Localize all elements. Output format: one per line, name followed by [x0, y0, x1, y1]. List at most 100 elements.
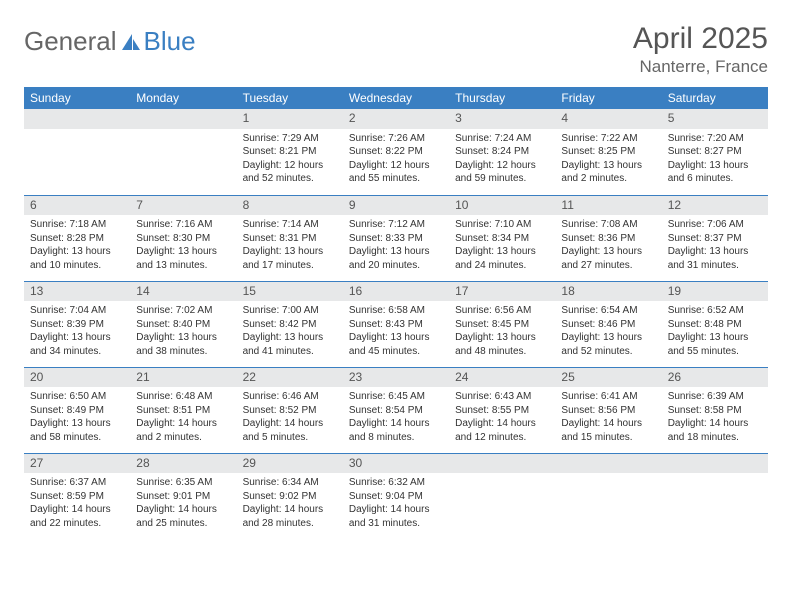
day-number: 21: [130, 368, 236, 388]
calendar-day-cell: 24Sunrise: 6:43 AMSunset: 8:55 PMDayligh…: [449, 367, 555, 453]
calendar-day-cell: 14Sunrise: 7:02 AMSunset: 8:40 PMDayligh…: [130, 281, 236, 367]
calendar-day-cell: 6Sunrise: 7:18 AMSunset: 8:28 PMDaylight…: [24, 195, 130, 281]
calendar-day-cell: 19Sunrise: 6:52 AMSunset: 8:48 PMDayligh…: [662, 281, 768, 367]
calendar-day-cell: 4Sunrise: 7:22 AMSunset: 8:25 PMDaylight…: [555, 109, 661, 195]
day-of-week-header: Sunday: [24, 87, 130, 109]
day-details: Sunrise: 7:22 AMSunset: 8:25 PMDaylight:…: [555, 129, 661, 190]
day-number: 15: [237, 282, 343, 302]
calendar-week-row: 13Sunrise: 7:04 AMSunset: 8:39 PMDayligh…: [24, 281, 768, 367]
day-details: Sunrise: 7:08 AMSunset: 8:36 PMDaylight:…: [555, 215, 661, 276]
logo-text-gray: General: [24, 26, 117, 57]
day-details: Sunrise: 7:26 AMSunset: 8:22 PMDaylight:…: [343, 129, 449, 190]
day-number: 5: [662, 109, 768, 129]
day-details: Sunrise: 6:52 AMSunset: 8:48 PMDaylight:…: [662, 301, 768, 362]
day-number-empty: [555, 454, 661, 474]
calendar-empty-cell: [449, 453, 555, 539]
day-number: 23: [343, 368, 449, 388]
day-details: Sunrise: 7:00 AMSunset: 8:42 PMDaylight:…: [237, 301, 343, 362]
day-number: 20: [24, 368, 130, 388]
day-number: 12: [662, 196, 768, 216]
day-of-week-header: Tuesday: [237, 87, 343, 109]
title-block: April 2025 Nanterre, France: [633, 22, 768, 77]
day-of-week-header: Thursday: [449, 87, 555, 109]
calendar-day-cell: 2Sunrise: 7:26 AMSunset: 8:22 PMDaylight…: [343, 109, 449, 195]
calendar-day-cell: 13Sunrise: 7:04 AMSunset: 8:39 PMDayligh…: [24, 281, 130, 367]
day-number: 30: [343, 454, 449, 474]
day-number: 16: [343, 282, 449, 302]
calendar-empty-cell: [662, 453, 768, 539]
calendar-head: SundayMondayTuesdayWednesdayThursdayFrid…: [24, 87, 768, 109]
day-number: 2: [343, 109, 449, 129]
day-number: 8: [237, 196, 343, 216]
day-details: Sunrise: 6:32 AMSunset: 9:04 PMDaylight:…: [343, 473, 449, 534]
day-details: Sunrise: 7:18 AMSunset: 8:28 PMDaylight:…: [24, 215, 130, 276]
calendar-day-cell: 16Sunrise: 6:58 AMSunset: 8:43 PMDayligh…: [343, 281, 449, 367]
day-details: Sunrise: 6:54 AMSunset: 8:46 PMDaylight:…: [555, 301, 661, 362]
calendar-day-cell: 10Sunrise: 7:10 AMSunset: 8:34 PMDayligh…: [449, 195, 555, 281]
day-details: Sunrise: 7:16 AMSunset: 8:30 PMDaylight:…: [130, 215, 236, 276]
logo-text-blue: Blue: [144, 26, 196, 57]
day-of-week-header: Monday: [130, 87, 236, 109]
calendar-table: SundayMondayTuesdayWednesdayThursdayFrid…: [24, 87, 768, 539]
calendar-empty-cell: [555, 453, 661, 539]
day-number: 29: [237, 454, 343, 474]
day-number-empty: [449, 454, 555, 474]
day-number: 9: [343, 196, 449, 216]
logo: General Blue: [24, 26, 196, 57]
calendar-day-cell: 21Sunrise: 6:48 AMSunset: 8:51 PMDayligh…: [130, 367, 236, 453]
calendar-day-cell: 17Sunrise: 6:56 AMSunset: 8:45 PMDayligh…: [449, 281, 555, 367]
day-details: Sunrise: 6:37 AMSunset: 8:59 PMDaylight:…: [24, 473, 130, 534]
calendar-day-cell: 26Sunrise: 6:39 AMSunset: 8:58 PMDayligh…: [662, 367, 768, 453]
day-details: Sunrise: 6:56 AMSunset: 8:45 PMDaylight:…: [449, 301, 555, 362]
day-details: Sunrise: 7:29 AMSunset: 8:21 PMDaylight:…: [237, 129, 343, 190]
day-details: Sunrise: 7:06 AMSunset: 8:37 PMDaylight:…: [662, 215, 768, 276]
logo-sail-icon: [120, 32, 142, 52]
calendar-day-cell: 8Sunrise: 7:14 AMSunset: 8:31 PMDaylight…: [237, 195, 343, 281]
day-number: 19: [662, 282, 768, 302]
day-number: 22: [237, 368, 343, 388]
calendar-day-cell: 1Sunrise: 7:29 AMSunset: 8:21 PMDaylight…: [237, 109, 343, 195]
day-number: 10: [449, 196, 555, 216]
header: General Blue April 2025 Nanterre, France: [24, 22, 768, 77]
day-number: 17: [449, 282, 555, 302]
day-details: Sunrise: 7:12 AMSunset: 8:33 PMDaylight:…: [343, 215, 449, 276]
calendar-day-cell: 18Sunrise: 6:54 AMSunset: 8:46 PMDayligh…: [555, 281, 661, 367]
calendar-day-cell: 27Sunrise: 6:37 AMSunset: 8:59 PMDayligh…: [24, 453, 130, 539]
calendar-day-cell: 12Sunrise: 7:06 AMSunset: 8:37 PMDayligh…: [662, 195, 768, 281]
day-number: 26: [662, 368, 768, 388]
day-details: Sunrise: 6:41 AMSunset: 8:56 PMDaylight:…: [555, 387, 661, 448]
day-number: 25: [555, 368, 661, 388]
day-number: 13: [24, 282, 130, 302]
day-number: 18: [555, 282, 661, 302]
day-details: Sunrise: 6:34 AMSunset: 9:02 PMDaylight:…: [237, 473, 343, 534]
day-details: Sunrise: 7:02 AMSunset: 8:40 PMDaylight:…: [130, 301, 236, 362]
day-details: Sunrise: 6:45 AMSunset: 8:54 PMDaylight:…: [343, 387, 449, 448]
day-details: Sunrise: 7:20 AMSunset: 8:27 PMDaylight:…: [662, 129, 768, 190]
calendar-day-cell: 7Sunrise: 7:16 AMSunset: 8:30 PMDaylight…: [130, 195, 236, 281]
calendar-day-cell: 30Sunrise: 6:32 AMSunset: 9:04 PMDayligh…: [343, 453, 449, 539]
day-number: 6: [24, 196, 130, 216]
day-details: Sunrise: 6:43 AMSunset: 8:55 PMDaylight:…: [449, 387, 555, 448]
calendar-empty-cell: [130, 109, 236, 195]
calendar-empty-cell: [24, 109, 130, 195]
page: General Blue April 2025 Nanterre, France…: [0, 0, 792, 563]
day-details: Sunrise: 6:46 AMSunset: 8:52 PMDaylight:…: [237, 387, 343, 448]
day-number: 24: [449, 368, 555, 388]
calendar-day-cell: 9Sunrise: 7:12 AMSunset: 8:33 PMDaylight…: [343, 195, 449, 281]
day-of-week-header: Saturday: [662, 87, 768, 109]
day-number: 7: [130, 196, 236, 216]
day-details: Sunrise: 6:39 AMSunset: 8:58 PMDaylight:…: [662, 387, 768, 448]
day-number: 3: [449, 109, 555, 129]
calendar-day-cell: 29Sunrise: 6:34 AMSunset: 9:02 PMDayligh…: [237, 453, 343, 539]
calendar-day-cell: 3Sunrise: 7:24 AMSunset: 8:24 PMDaylight…: [449, 109, 555, 195]
day-details: Sunrise: 6:58 AMSunset: 8:43 PMDaylight:…: [343, 301, 449, 362]
day-number: 14: [130, 282, 236, 302]
day-details: Sunrise: 7:14 AMSunset: 8:31 PMDaylight:…: [237, 215, 343, 276]
day-number: 1: [237, 109, 343, 129]
page-title: April 2025: [633, 22, 768, 55]
calendar-week-row: 20Sunrise: 6:50 AMSunset: 8:49 PMDayligh…: [24, 367, 768, 453]
day-number-empty: [662, 454, 768, 474]
calendar-week-row: 1Sunrise: 7:29 AMSunset: 8:21 PMDaylight…: [24, 109, 768, 195]
calendar-day-cell: 15Sunrise: 7:00 AMSunset: 8:42 PMDayligh…: [237, 281, 343, 367]
calendar-day-cell: 20Sunrise: 6:50 AMSunset: 8:49 PMDayligh…: [24, 367, 130, 453]
